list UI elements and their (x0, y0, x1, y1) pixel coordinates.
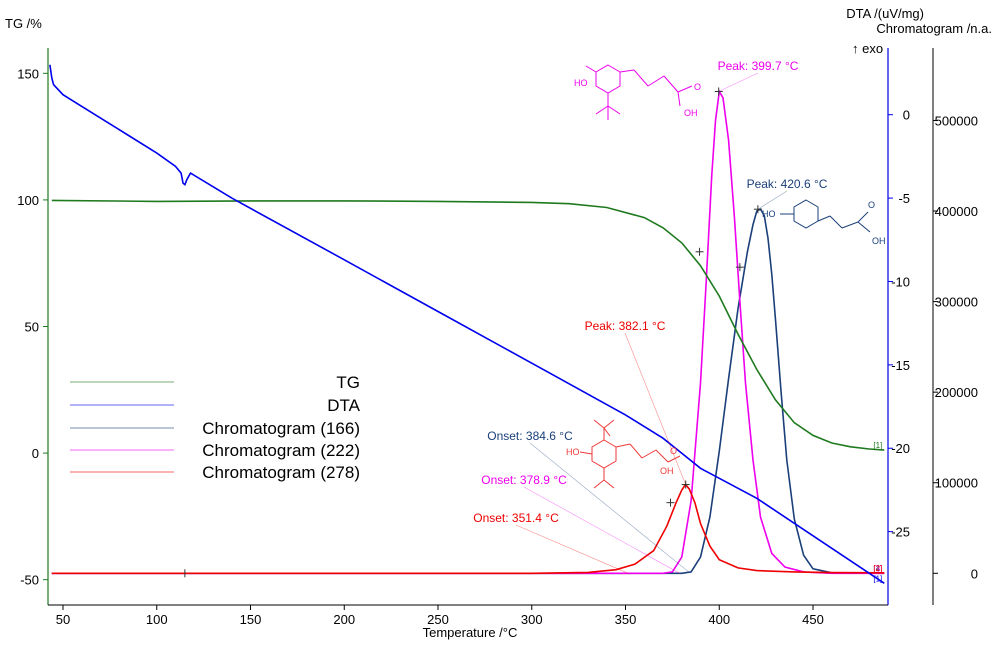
y-chrom-tick-label: 500000 (935, 113, 978, 128)
y-chrom-tick-label: 100000 (935, 476, 978, 491)
y-chrom-tick-label: 200000 (935, 385, 978, 400)
mol-222-oh: OH (684, 108, 698, 118)
x-tick-label: 100 (146, 612, 168, 627)
mol-166-ho: HO (762, 209, 776, 219)
y-chrom-tick-label: 400000 (935, 204, 978, 219)
y-dta-tick-label: -20 (891, 441, 910, 456)
mol-278-oh: OH (660, 466, 674, 476)
y-left-tick-label: 150 (17, 66, 39, 81)
mol-222-o: O (694, 82, 701, 92)
legend-label-chrom-278: Chromatogram (278) (202, 463, 360, 482)
series-end-tag: [2] (873, 564, 882, 573)
x-axis-title: Temperature /°C (423, 625, 518, 640)
x-tick-label: 300 (521, 612, 543, 627)
mol-166-o: O (868, 200, 875, 210)
x-tick-label: 150 (240, 612, 262, 627)
x-tick-label: 50 (56, 612, 70, 627)
ticks: 50 100 150 200 250 300 350 400 450150100500-500-… (17, 66, 978, 627)
series-end-tag: [1] (873, 574, 882, 583)
x-tick-label: 200 (333, 612, 355, 627)
annotation-leader (529, 442, 691, 574)
series: [4][3][2][1][1] (49, 64, 885, 584)
series-end-tag: [4] (873, 564, 882, 573)
y-dta-tick-label: 0 (903, 108, 910, 123)
legend-label-tg: TG (336, 373, 360, 392)
series-line-chromatogram-278- (51, 483, 885, 575)
y-chrom-tick-label: 300000 (935, 295, 978, 310)
annotation-leader (523, 486, 680, 574)
x-tick-label: 400 (708, 612, 730, 627)
x-tick-label: 450 (802, 612, 824, 627)
y-left-title: TG /% (5, 16, 42, 31)
y-dta-tick-label: -25 (891, 525, 910, 540)
annotation-label: Peak: 382.1 °C (585, 319, 666, 333)
y-left-tick-label: 50 (25, 320, 39, 335)
molecule-166: HO O OH (762, 199, 886, 246)
y-dta-tick-label: -10 (891, 274, 910, 289)
y-dta-title: DTA /(uV/mg) (846, 6, 924, 21)
mol-278-ho: HO (566, 447, 580, 457)
legend-label-chrom-222: Chromatogram (222) (202, 441, 360, 460)
annotation-label: Onset: 351.4 °C (473, 511, 559, 525)
series-line-chromatogram-166- (51, 208, 885, 575)
annotation-label: Onset: 378.9 °C (481, 473, 567, 487)
series-line-chromatogram-222- (51, 89, 885, 575)
x-tick-label: 350 (615, 612, 637, 627)
molecule-222: HO O OH (574, 64, 701, 120)
y-left-tick-label: -50 (20, 573, 39, 588)
mol-222-ho: HO (574, 78, 588, 88)
mol-278-o: O (670, 446, 677, 456)
exo-indicator: ↑ exo (852, 41, 883, 56)
y-chrom-title: Chromatogram /n.a. (876, 21, 992, 36)
annotation-label: Onset: 384.6 °C (487, 429, 573, 443)
y-left-tick-label: 0 (32, 446, 39, 461)
y-chrom-tick-label: 0 (971, 566, 978, 581)
annotation-label: Peak: 420.6 °C (747, 177, 828, 191)
legend-label-chrom-166: Chromatogram (166) (202, 419, 360, 438)
y-dta-tick-label: -15 (891, 358, 910, 373)
mol-166-oh: OH (872, 236, 886, 246)
molecule-278: HO O OH (566, 419, 681, 489)
y-dta-tick-label: -5 (898, 191, 910, 206)
series-end-tag: [1] (873, 441, 882, 450)
annotation-label: Peak: 399.7 °C (718, 59, 799, 73)
series-line-dta (49, 64, 885, 584)
annotations: Peak: 399.7 °C Peak: 420.6 °C Peak: 382.1 … (184, 59, 828, 578)
legend: TG DTA Chromatogram (166) Chromatogram (… (70, 373, 361, 482)
x-tick-label: 250 (427, 612, 449, 627)
annotation-leader (515, 524, 629, 574)
annotation-leader (624, 332, 686, 485)
annotation-leader (718, 72, 759, 92)
annotation-leader (757, 190, 788, 210)
legend-label-dta: DTA (327, 396, 360, 415)
series-line-tg (51, 199, 885, 451)
series-end-tag: [3] (873, 564, 882, 573)
y-left-tick-label: 100 (17, 193, 39, 208)
